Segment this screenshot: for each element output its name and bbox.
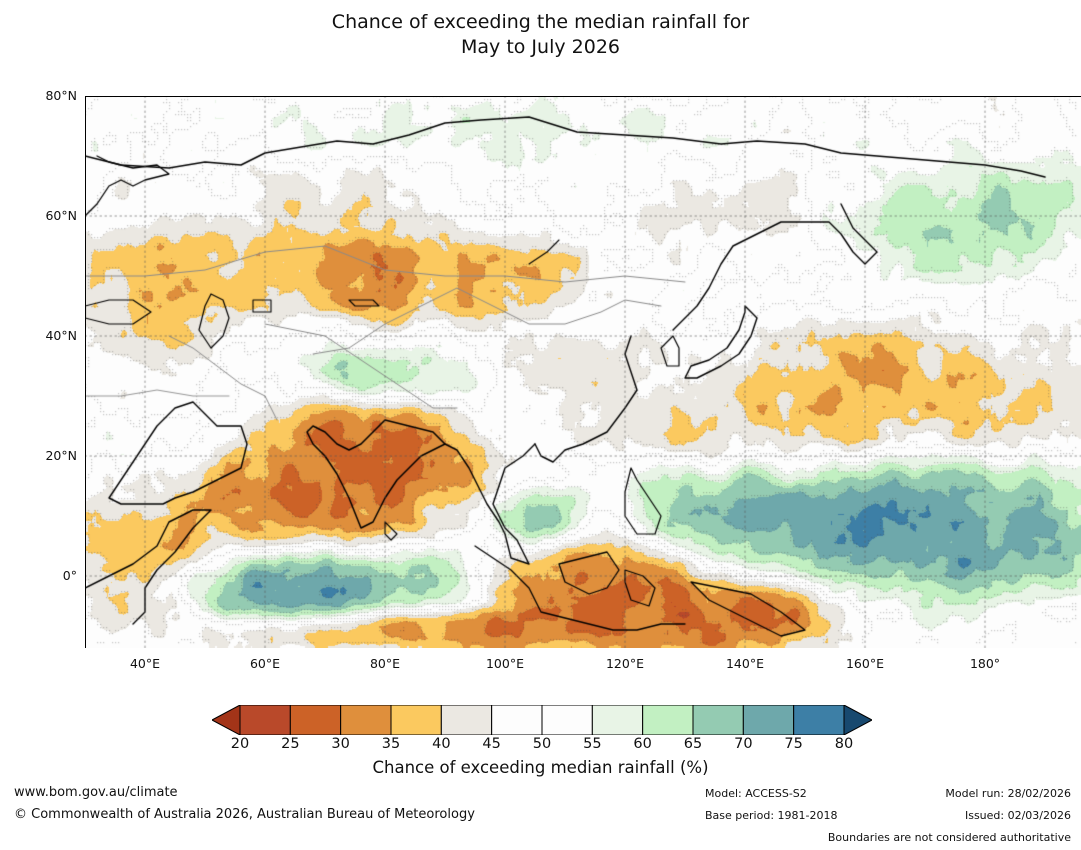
rainfall-probability-map: [85, 96, 1081, 648]
colorbar-tick: 80: [834, 736, 854, 752]
lon-tick-label: 160°E: [845, 656, 884, 671]
colorbar-tick: 45: [482, 736, 501, 752]
colorbar-tick: 20: [230, 736, 250, 752]
colorbar: [212, 705, 872, 735]
page-title: Chance of exceeding the median rainfall …: [0, 10, 1081, 60]
lon-tick-label: 40°E: [129, 656, 161, 671]
lon-tick-label: 140°E: [725, 656, 764, 671]
copyright-text: © Commonwealth of Australia 2026, Austra…: [14, 807, 475, 822]
lon-tick-label: 100°E: [485, 656, 524, 671]
colorbar-title: Chance of exceeding median rainfall (%): [372, 758, 709, 777]
lon-tick-label: 120°E: [605, 656, 644, 671]
title-line-2: May to July 2026: [461, 36, 620, 58]
colorbar-tick: 75: [784, 736, 803, 752]
lon-tick-label: 180°: [969, 656, 1001, 671]
lon-tick-label: 60°E: [249, 656, 281, 671]
colorbar-tick: 70: [734, 736, 753, 752]
issued-date: Issued: 02/03/2026: [964, 809, 1071, 822]
boundaries-disclaimer: Boundaries are not considered authoritat…: [827, 831, 1071, 844]
lat-tick-label: 0°: [62, 568, 77, 583]
lat-tick-label: 80°N: [45, 88, 77, 103]
bom-website-link[interactable]: www.bom.gov.au/climate: [14, 785, 178, 800]
lon-tick-label: 80°E: [369, 656, 401, 671]
base-period: Base period: 1981-2018: [705, 809, 838, 822]
colorbar-tick: 35: [381, 736, 401, 752]
colorbar-tick: 55: [583, 736, 602, 752]
title-line-1: Chance of exceeding the median rainfall …: [331, 11, 750, 33]
model-name: Model: ACCESS-S2: [705, 787, 807, 800]
lat-tick-label: 20°N: [45, 448, 77, 463]
map-plot-area: [85, 96, 1081, 648]
footer: www.bom.gov.au/climate © Commonwealth of…: [0, 783, 1081, 850]
colorbar-tick: 65: [683, 736, 703, 752]
lat-tick-label: 60°N: [45, 208, 77, 223]
colorbar-tick: 30: [331, 736, 350, 752]
lat-tick-label: 40°N: [45, 328, 77, 343]
colorbar-tick: 40: [432, 736, 451, 752]
colorbar-tick: 50: [532, 736, 552, 752]
colorbar-tick: 60: [633, 736, 652, 752]
model-run-date: Model run: 28/02/2026: [945, 787, 1071, 800]
colorbar-region: 20 25 30 35 40 45 50 55 60 65 70 75 80 Chance of exc…: [0, 700, 1081, 780]
colorbar-tick: 25: [281, 736, 300, 752]
